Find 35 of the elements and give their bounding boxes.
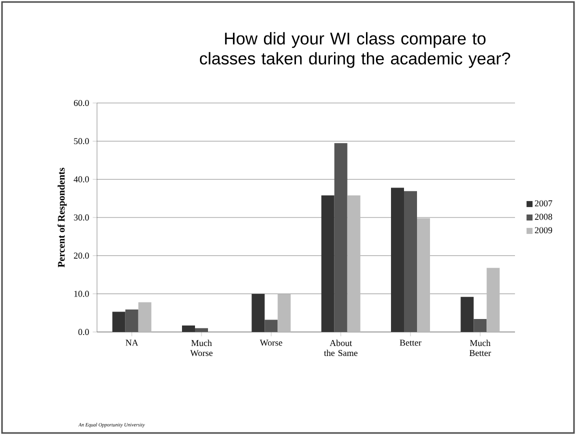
chart-title: How did your WI class compare to classes taken during the academic year? bbox=[200, 32, 510, 68]
bar bbox=[404, 191, 418, 332]
bar bbox=[460, 296, 474, 332]
bar bbox=[112, 312, 126, 332]
bar bbox=[125, 309, 138, 332]
legend-label: 2009 bbox=[534, 227, 552, 234]
bar bbox=[195, 328, 208, 332]
bar bbox=[138, 302, 152, 332]
y-tick-label: 60.0 bbox=[74, 100, 89, 106]
x-tick-label: NA bbox=[126, 340, 138, 346]
bar bbox=[474, 319, 487, 332]
legend-label: 2008 bbox=[534, 214, 552, 220]
x-tick-label: Worse bbox=[260, 340, 282, 346]
y-tick-label: 40.0 bbox=[74, 176, 89, 182]
legend-label: 2007 bbox=[534, 200, 552, 206]
y-axis-title: Percent of Respondents bbox=[58, 168, 67, 268]
bar bbox=[321, 195, 334, 332]
bar bbox=[417, 218, 430, 332]
x-tick-label: Better bbox=[400, 340, 422, 346]
x-tick-label: Much Better bbox=[469, 340, 492, 356]
y-tick-label: 30.0 bbox=[74, 214, 89, 221]
bar bbox=[334, 143, 348, 332]
bar bbox=[252, 294, 265, 332]
y-tick-label: 20.0 bbox=[74, 252, 89, 259]
y-tick-label: 0.0 bbox=[78, 328, 89, 336]
y-tick-label: 50.0 bbox=[74, 138, 89, 144]
x-tick-label: Much Worse bbox=[190, 340, 213, 356]
bar bbox=[278, 294, 291, 332]
x-tick-label: About the Same bbox=[324, 340, 358, 356]
y-tick-label: 10.0 bbox=[74, 290, 89, 297]
bar bbox=[264, 320, 278, 332]
bar bbox=[391, 188, 404, 332]
bar bbox=[182, 325, 196, 332]
bar bbox=[486, 268, 500, 332]
bar bbox=[347, 195, 360, 332]
